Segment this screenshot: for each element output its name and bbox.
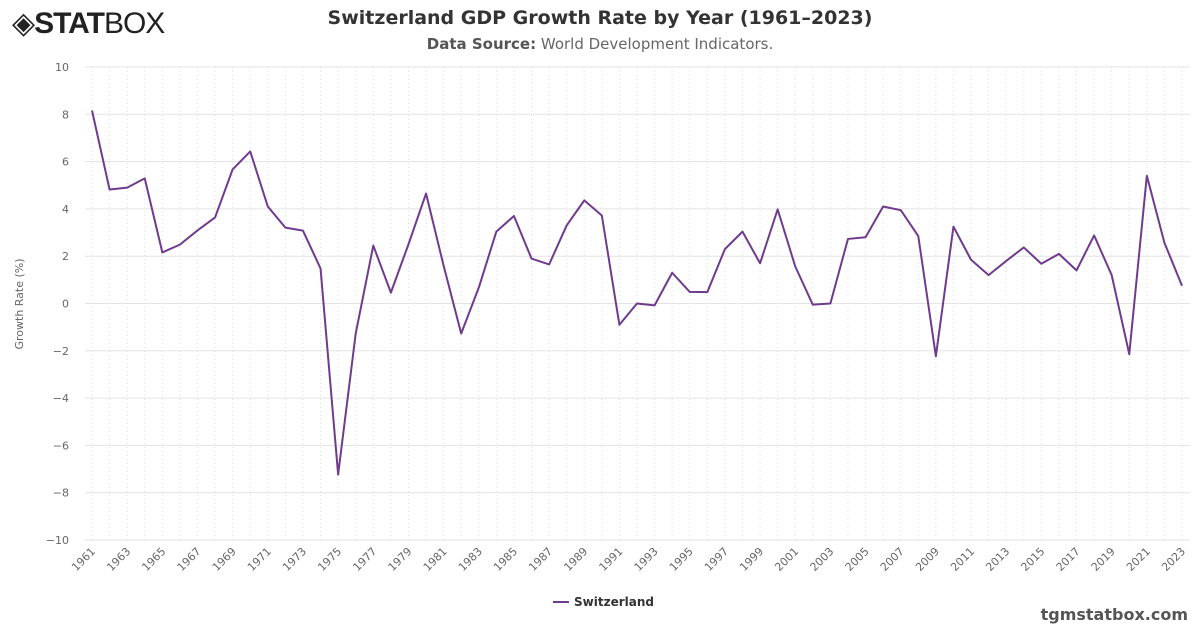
x-tick-label: 2005 <box>843 545 872 574</box>
x-tick-label: 2017 <box>1054 545 1083 574</box>
y-axis-label: Growth Rate (%) <box>13 258 26 349</box>
x-tick-label: 1973 <box>280 545 309 574</box>
x-tick-label: 1999 <box>737 545 766 574</box>
y-axis: −10 −8 −6 −4 −2 0 2 4 6 8 10 <box>46 61 69 547</box>
x-tick-label: 2013 <box>983 545 1012 574</box>
grid <box>85 66 1190 541</box>
x-tick-label: 2023 <box>1159 545 1188 574</box>
series-lines <box>91 110 1183 476</box>
y-tick-label: −2 <box>53 345 69 358</box>
y-tick-label: −8 <box>53 487 69 500</box>
y-tick-label: −6 <box>53 439 69 452</box>
x-tick-label: 2001 <box>772 545 801 574</box>
x-tick-label: 1971 <box>245 545 274 574</box>
x-tick-label: 1995 <box>667 545 696 574</box>
y-tick-label: 6 <box>62 156 69 169</box>
x-tick-label: 1979 <box>386 545 415 574</box>
y-tick-label: 10 <box>55 61 69 74</box>
y-tick-label: 0 <box>62 298 69 311</box>
x-tick-label: 2011 <box>948 545 977 574</box>
x-tick-label: 1991 <box>597 545 626 574</box>
legend-label: Switzerland <box>574 595 654 609</box>
legend-item-switzerland[interactable]: Switzerland <box>553 595 654 609</box>
y-tick-label: 8 <box>62 108 69 121</box>
x-tick-label: 1981 <box>421 545 450 574</box>
x-tick-label: 2015 <box>1018 545 1047 574</box>
x-axis: 1961 1963 1965 1967 1969 1971 1973 1975 1977 1979… <box>69 545 1188 574</box>
series-line-switzerland <box>91 110 1183 476</box>
x-tick-label: 1993 <box>632 545 661 574</box>
x-tick-label: 1961 <box>69 545 98 574</box>
x-tick-label: 1975 <box>315 545 344 574</box>
source-label: Data Source: <box>426 35 537 53</box>
watermark: tgmstatbox.com <box>1040 605 1188 624</box>
x-tick-label: 1983 <box>456 545 485 574</box>
x-tick-label: 1963 <box>104 545 133 574</box>
chart-subtitle: Data Source: World Development Indicator… <box>0 35 1200 53</box>
x-tick-label: 1965 <box>139 545 168 574</box>
x-tick-label: 2007 <box>878 545 907 574</box>
y-tick-label: 2 <box>62 250 69 263</box>
x-tick-label: 2021 <box>1124 545 1153 574</box>
x-tick-label: 2019 <box>1089 545 1118 574</box>
x-tick-label: 1989 <box>561 545 590 574</box>
x-tick-label: 1977 <box>350 545 379 574</box>
y-tick-label: −10 <box>46 534 69 547</box>
chart-title: Switzerland GDP Growth Rate by Year (196… <box>327 7 873 29</box>
x-tick-label: 2009 <box>913 545 942 574</box>
x-tick-label: 1997 <box>702 545 731 574</box>
source-value: World Development Indicators. <box>540 35 774 53</box>
x-tick-label: 1969 <box>210 545 239 574</box>
statbox-logo: ◈STATBOX <box>12 7 165 40</box>
y-tick-label: 4 <box>62 203 69 216</box>
x-tick-label: 1987 <box>526 545 555 574</box>
x-tick-label: 1985 <box>491 545 520 574</box>
x-tick-label: 2003 <box>808 545 837 574</box>
x-tick-label: 1967 <box>175 545 204 574</box>
y-tick-label: −4 <box>53 392 69 405</box>
